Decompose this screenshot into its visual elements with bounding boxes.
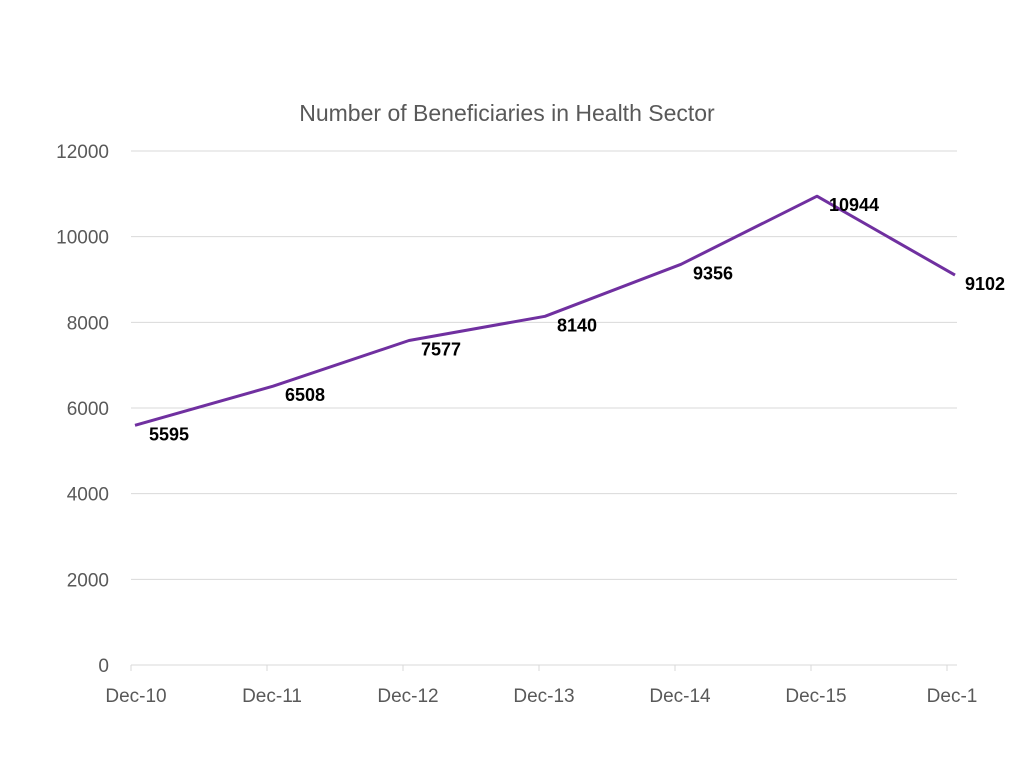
data-label: 10944 — [829, 195, 879, 215]
y-tick-label: 10000 — [56, 228, 109, 249]
y-tick-label: 0 — [98, 656, 109, 677]
y-tick-label: 6000 — [67, 399, 109, 420]
series — [134, 194, 956, 427]
x-tick-label: Dec-13 — [513, 686, 574, 707]
data-label: 9356 — [693, 263, 733, 283]
chart-title: Number of Beneficiaries in Health Sector — [299, 100, 715, 126]
x-tick-label: Dec-10 — [105, 686, 166, 707]
gridlines — [131, 150, 957, 580]
y-tick-label: 2000 — [67, 570, 109, 591]
series-line — [134, 194, 956, 427]
axes: 0 2000 4000 6000 8000 10000 12000 Dec-10 Dec-11 D… — [56, 142, 977, 707]
y-tick-label: 8000 — [67, 313, 109, 334]
data-label: 7577 — [421, 339, 461, 359]
data-labels: 5595 6508 7577 8140 9356 10944 9102 — [149, 195, 1005, 444]
data-label: 8140 — [557, 315, 597, 335]
y-tick-label: 4000 — [67, 485, 109, 506]
data-label: 9102 — [965, 274, 1005, 294]
data-label: 6508 — [285, 385, 325, 405]
x-tick-label: Dec-14 — [649, 686, 711, 707]
x-tick-label: Dec-11 — [242, 686, 302, 707]
x-tick-label: Dec-12 — [377, 686, 438, 707]
x-tick-label: Dec-1 — [927, 686, 978, 707]
y-tick-label: 12000 — [56, 142, 109, 163]
data-label: 5595 — [149, 424, 189, 444]
x-tick-label: Dec-15 — [785, 686, 846, 707]
